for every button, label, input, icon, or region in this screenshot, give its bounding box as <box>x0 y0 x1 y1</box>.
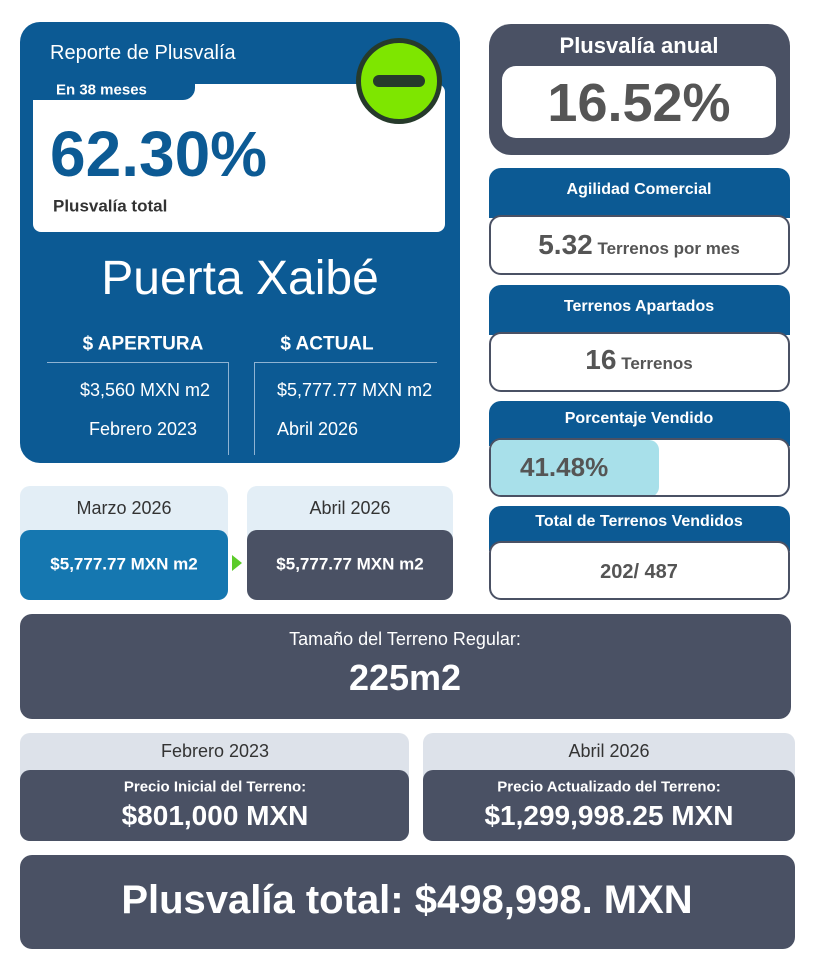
gain-card <box>20 855 795 949</box>
period: En 38 meses <box>56 81 147 99</box>
stat-box <box>489 332 790 392</box>
current-heading: $ ACTUAL <box>280 333 374 355</box>
total-label: Plusvalía total <box>53 196 168 216</box>
stat-box <box>489 215 790 275</box>
lot-label: Tamaño del Terreno Regular: <box>289 629 521 649</box>
month-price: $5,777.77 MXN m2 <box>50 554 198 574</box>
stat-title: Total de Terrenos Vendidos <box>535 513 743 530</box>
stat-title: Terrenos Apartados <box>563 298 715 315</box>
period-tab <box>33 72 195 100</box>
divider <box>228 362 229 455</box>
stat-header <box>489 168 790 218</box>
month-price-box <box>247 530 453 600</box>
stat-title: Agilidad Comercial <box>566 181 712 198</box>
stat-number: 5.32 <box>538 229 593 260</box>
opening-date: Febrero 2023 <box>88 419 198 439</box>
total-percent: 62.30% <box>50 118 268 190</box>
price-value: $1,299,998.25 MXN <box>484 800 734 831</box>
stat-value: 41.48% <box>520 452 609 482</box>
annual-title: Plusvalía anual <box>559 33 719 58</box>
opening-price: $3,560 MXN m2 <box>79 380 211 400</box>
month-price: $5,777.77 MXN m2 <box>276 554 424 574</box>
divider <box>47 362 228 363</box>
stat-value: 5.32 Terrenos por mes <box>538 231 740 259</box>
stat-title: Porcentaje Vendido <box>564 410 714 427</box>
month: Marzo 2026 <box>76 498 172 518</box>
stat-unit: Terrenos <box>621 354 693 373</box>
lot-card <box>20 614 791 719</box>
price-label: Precio Inicial del Terreno: <box>123 778 307 796</box>
current-price: $5,777.77 MXN m2 <box>277 380 433 400</box>
month-price-box <box>20 530 228 600</box>
stat-header <box>489 285 790 335</box>
opening-heading: $ APERTURA <box>82 333 204 355</box>
stat-value: 202/ 487 <box>600 561 678 583</box>
minus-sign <box>373 75 425 87</box>
stat-unit: Terrenos por mes <box>597 239 740 258</box>
annual-value: 16.52% <box>547 73 731 133</box>
current-date: Abril 2026 <box>277 419 359 439</box>
price-date: Febrero 2023 <box>160 741 270 761</box>
divider <box>255 362 437 363</box>
report-title: Reporte de Plusvalía <box>50 42 236 64</box>
price-value: $801,000 MXN <box>121 800 309 831</box>
stat-value: 16 Terrenos <box>585 346 692 374</box>
price-date: Abril 2026 <box>568 741 650 761</box>
price-box <box>423 770 795 841</box>
arrow <box>232 555 242 571</box>
divider <box>254 362 255 455</box>
month: Abril 2026 <box>309 498 391 518</box>
progress-bar <box>489 438 790 497</box>
lot-value: 225m2 <box>348 657 462 698</box>
progress-fill <box>491 440 659 495</box>
price-label: Precio Actualizado del Terreno: <box>497 778 721 796</box>
annual-box <box>502 66 776 138</box>
gain: Plusvalía total: $498,998. MXN <box>121 878 693 922</box>
stat-box <box>489 541 790 600</box>
stat-number: 16 <box>585 344 617 375</box>
status-icon <box>356 38 442 124</box>
development-name: Puerta Xaibé <box>101 252 379 305</box>
price-box <box>20 770 409 841</box>
